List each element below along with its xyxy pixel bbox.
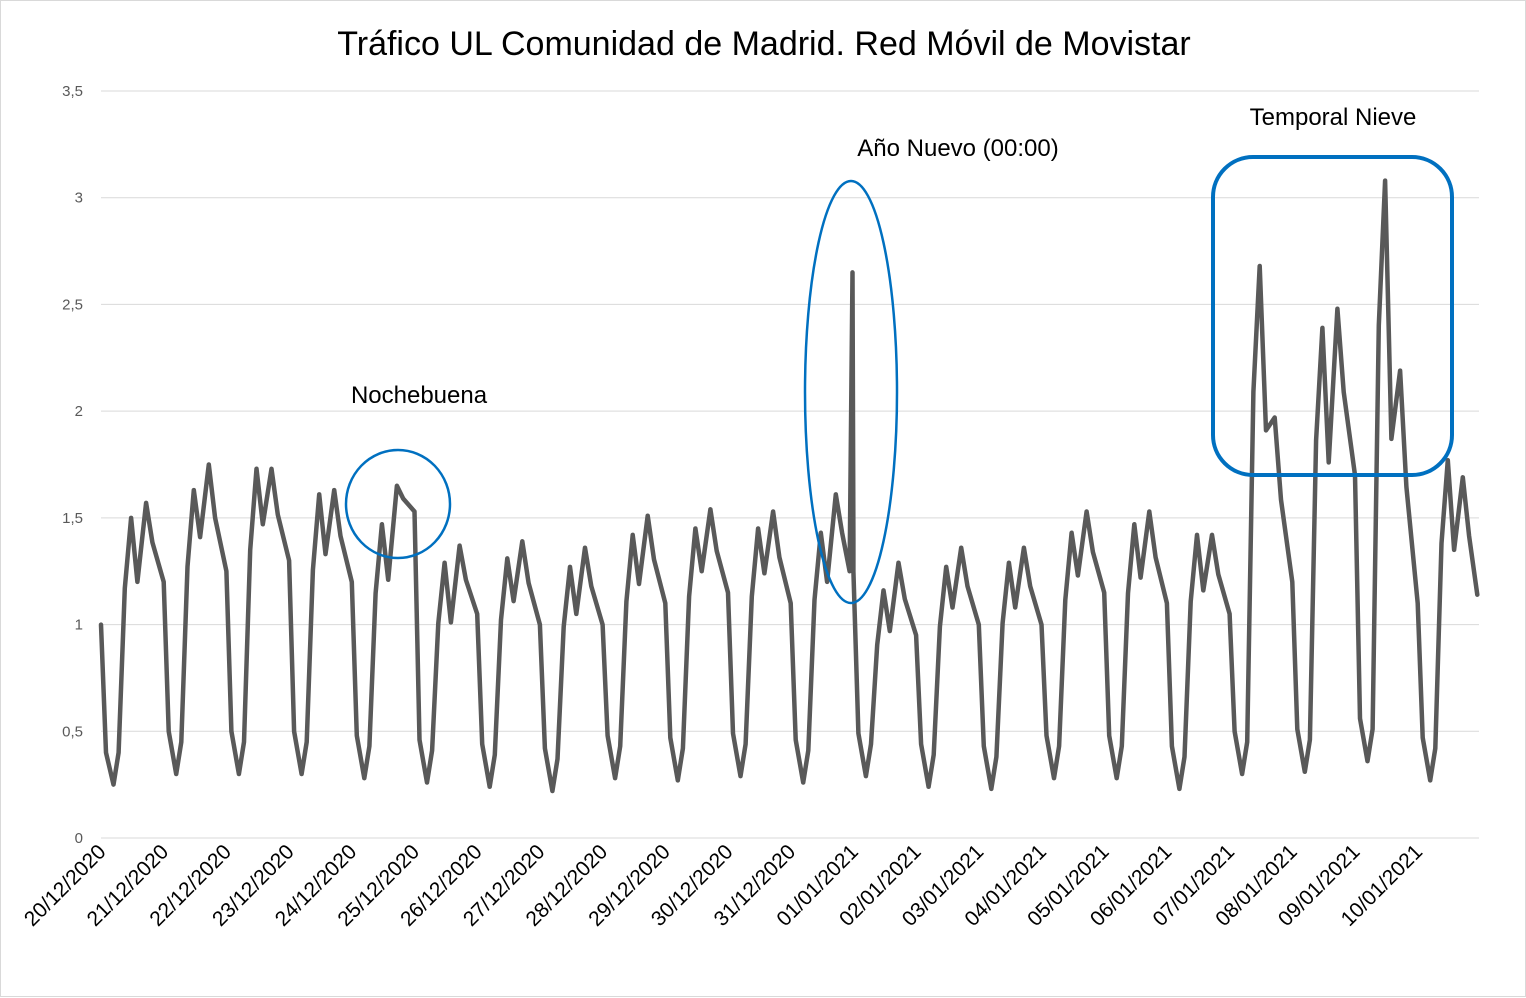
chart-title: Tráfico UL Comunidad de Madrid. Red Móvi…	[337, 25, 1191, 63]
annotation-nochebuena: Nochebuena	[351, 382, 488, 409]
y-tick-label: 0,5	[62, 723, 83, 740]
y-axis-ticks: 0 0,5 1 1,5 2 2,5 3 3,5	[62, 83, 83, 847]
y-tick-label: 1,5	[62, 510, 83, 527]
annotation-temporal-nieve: Temporal Nieve	[1250, 104, 1417, 131]
annotations: Nochebuena Año Nuevo (00:00) Temporal Niev…	[344, 104, 1454, 605]
traffic-series	[98, 178, 1480, 794]
y-tick-label: 0	[75, 830, 83, 847]
y-tick-label: 2	[75, 403, 83, 420]
nochebuena-ellipse	[344, 448, 452, 560]
y-tick-label: 3	[75, 190, 83, 207]
x-axis-ticks: 20/12/202021/12/202022/12/202023/12/2020…	[20, 840, 1427, 931]
ano-nuevo-ellipse	[803, 179, 899, 605]
y-tick-label: 3,5	[62, 83, 83, 100]
temporal-nieve-box	[1211, 155, 1454, 477]
y-tick-label: 2,5	[62, 296, 83, 313]
y-tick-label: 1	[75, 617, 83, 634]
series-line	[98, 178, 1480, 794]
annotation-ano-nuevo: Año Nuevo (00:00)	[857, 135, 1058, 162]
